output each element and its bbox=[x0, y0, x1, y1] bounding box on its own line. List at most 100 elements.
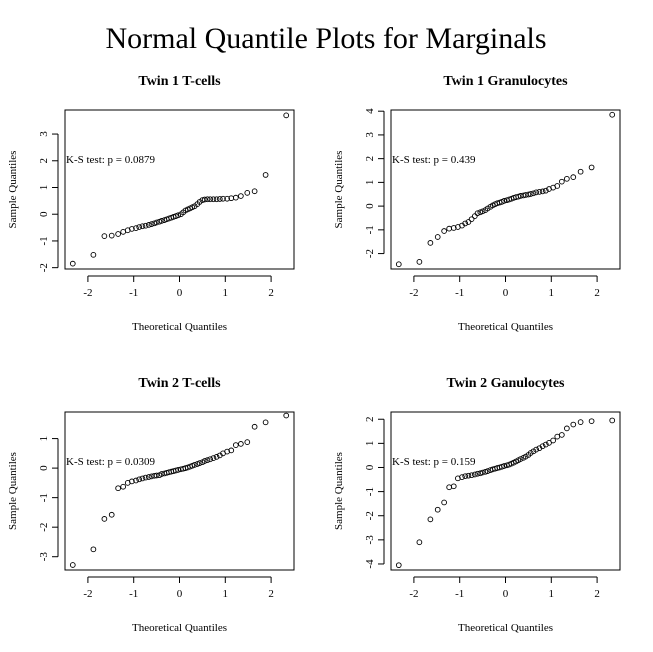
data-point bbox=[471, 213, 478, 219]
data-point bbox=[158, 471, 165, 477]
x-axis: -2 -1 0 1 2 bbox=[409, 275, 600, 299]
y-tick-label: 3 bbox=[38, 131, 50, 137]
data-point bbox=[577, 419, 584, 425]
data-point bbox=[542, 187, 549, 194]
data-point bbox=[90, 251, 97, 258]
data-point bbox=[251, 188, 258, 195]
x-tick-label: -2 bbox=[409, 287, 418, 299]
data-point bbox=[546, 440, 552, 446]
y-tick-label: -2 bbox=[38, 523, 50, 532]
data-point bbox=[501, 198, 507, 204]
y-tick-label: -3 bbox=[364, 535, 376, 545]
data-point bbox=[554, 433, 561, 440]
data-point bbox=[441, 499, 447, 506]
data-point bbox=[554, 183, 561, 189]
x-tick-label: 0 bbox=[177, 287, 183, 299]
ks-test-annotation: K-S test: p = 0.439 bbox=[392, 154, 476, 166]
data-point bbox=[101, 233, 108, 239]
y-tick-label: 0 bbox=[364, 203, 376, 209]
data-point bbox=[216, 196, 223, 202]
x-tick-label: 2 bbox=[268, 287, 274, 299]
data-point bbox=[108, 232, 115, 239]
y-tick-label: 0 bbox=[38, 211, 50, 217]
data-point bbox=[283, 412, 290, 419]
data-point bbox=[136, 476, 143, 483]
data-point bbox=[570, 421, 577, 428]
data-point bbox=[465, 219, 472, 225]
panels-group: Twin 1 T-cells -2 -1 0 1 2 -2 -1 0 1 2 3 Theoretical… bbox=[7, 74, 621, 634]
data-point bbox=[558, 178, 565, 185]
data-point bbox=[244, 439, 251, 445]
data-point bbox=[142, 474, 149, 481]
data-point bbox=[210, 196, 217, 203]
x-tick-label: -1 bbox=[129, 588, 138, 600]
y-tick-label: 2 bbox=[38, 158, 50, 164]
y-axis: -2 -1 0 1 2 3 bbox=[38, 131, 59, 272]
data-point bbox=[129, 226, 135, 232]
data-point bbox=[484, 468, 491, 474]
ks-test-annotation: K-S test: p = 0.0879 bbox=[66, 154, 156, 166]
data-point bbox=[564, 425, 570, 432]
data-point bbox=[191, 462, 198, 468]
data-points bbox=[395, 417, 616, 569]
x-axis-label: Theoretical Quantiles bbox=[132, 321, 227, 333]
panel-title: Twin 2 Ganulocytes bbox=[447, 376, 566, 391]
data-point bbox=[533, 446, 540, 453]
data-point bbox=[196, 460, 203, 466]
y-tick-label: -2 bbox=[364, 511, 376, 520]
data-point bbox=[450, 225, 457, 231]
ks-test-annotation: K-S test: p = 0.0309 bbox=[66, 456, 156, 468]
data-point bbox=[533, 189, 540, 196]
data-point bbox=[588, 418, 595, 425]
data-point bbox=[210, 455, 217, 461]
y-axis-label: Sample Quantiles bbox=[333, 452, 345, 530]
data-point bbox=[434, 506, 441, 513]
x-axis-label: Theoretical Quantiles bbox=[132, 622, 227, 634]
data-point bbox=[462, 473, 469, 480]
data-point bbox=[139, 223, 146, 230]
data-point bbox=[446, 225, 453, 232]
x-tick-label: 2 bbox=[594, 588, 600, 600]
data-point bbox=[468, 472, 475, 479]
data-point bbox=[530, 190, 537, 197]
x-axis: -2 -1 0 1 2 bbox=[83, 576, 274, 600]
data-point bbox=[101, 516, 108, 522]
y-axis-label: Sample Quantiles bbox=[7, 452, 19, 530]
x-tick-label: -2 bbox=[409, 588, 418, 600]
y-axis: -2 -1 0 1 2 3 4 bbox=[364, 108, 385, 258]
data-point bbox=[238, 441, 244, 447]
data-point bbox=[213, 196, 220, 203]
data-point bbox=[550, 437, 556, 444]
x-tick-label: -1 bbox=[455, 287, 464, 299]
data-point bbox=[238, 193, 244, 199]
data-point bbox=[525, 191, 532, 198]
plot-frame bbox=[64, 411, 295, 571]
y-tick-label: 1 bbox=[364, 441, 376, 447]
data-points bbox=[69, 412, 290, 568]
data-point bbox=[228, 447, 235, 454]
data-point bbox=[69, 562, 76, 568]
data-point bbox=[395, 261, 402, 268]
data-point bbox=[441, 228, 447, 234]
data-point bbox=[201, 458, 208, 464]
data-point bbox=[517, 456, 524, 462]
data-point bbox=[474, 470, 481, 477]
data-point bbox=[133, 225, 139, 231]
x-tick-label: 2 bbox=[268, 588, 274, 600]
data-point bbox=[539, 443, 546, 450]
x-axis-label: Theoretical Quantiles bbox=[458, 321, 553, 333]
qq-panel-2: Twin 1 Granulocytes -2 -1 0 1 2 -2 -1 0 1 2 3 4 Theor… bbox=[333, 74, 621, 333]
data-point bbox=[69, 260, 76, 267]
data-point bbox=[465, 472, 472, 479]
data-point bbox=[139, 475, 146, 482]
data-point bbox=[175, 467, 181, 473]
y-tick-label: -2 bbox=[364, 249, 376, 258]
x-axis-label: Theoretical Quantiles bbox=[458, 622, 553, 634]
x-tick-label: 0 bbox=[503, 588, 509, 600]
data-point bbox=[251, 423, 258, 430]
data-point bbox=[232, 442, 239, 448]
figure-title: Normal Quantile Plots for Marginals bbox=[105, 22, 546, 55]
y-axis: -3 -2 -1 0 1 bbox=[38, 436, 59, 561]
data-point bbox=[588, 164, 595, 171]
data-point bbox=[204, 457, 211, 463]
